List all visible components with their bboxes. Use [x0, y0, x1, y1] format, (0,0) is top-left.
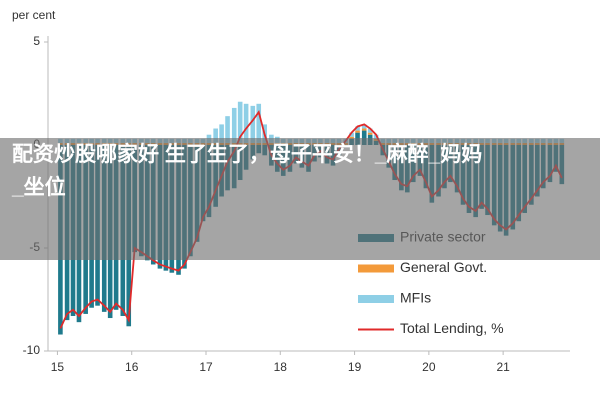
bar — [361, 128, 367, 131]
bar — [219, 124, 224, 143]
bar — [349, 132, 354, 137]
legend-label: General Govt. — [400, 259, 487, 275]
bar — [355, 126, 360, 131]
overlay-text: _坐位 — [12, 176, 66, 199]
bar — [355, 130, 360, 133]
bar — [361, 130, 367, 145]
x-tick-label: 16 — [125, 360, 139, 374]
y-tick-label: 5 — [33, 34, 40, 48]
bar — [237, 101, 243, 143]
x-tick-label: 15 — [51, 360, 65, 374]
y-tick-label: -10 — [23, 343, 41, 357]
overlay-banner: 配资炒股哪家好 生了生了，母子平安！_麻醉_妈妈 _坐位 — [0, 138, 600, 260]
x-tick-label: 17 — [199, 360, 213, 374]
x-tick-label: 19 — [348, 360, 362, 374]
bar — [231, 107, 237, 143]
bar — [367, 128, 373, 133]
bar — [243, 103, 249, 143]
legend-label: Total Lending, % — [400, 320, 504, 336]
overlay-text: 配资炒股哪家好 生了生了，母子平安！_麻醉_妈妈 — [12, 143, 483, 166]
legend-swatch — [358, 264, 394, 273]
bar — [250, 105, 256, 143]
x-tick-label: 21 — [496, 360, 510, 374]
x-tick-label: 18 — [274, 360, 288, 374]
bar — [256, 103, 262, 143]
bar — [367, 132, 373, 135]
legend-swatch — [358, 295, 394, 303]
y-axis-label: per cent — [12, 8, 56, 22]
bar — [213, 128, 218, 143]
bar — [225, 116, 230, 143]
x-tick-label: 20 — [422, 360, 436, 374]
legend-label: MFIs — [400, 290, 431, 306]
bar — [349, 136, 354, 139]
bar — [361, 124, 367, 129]
